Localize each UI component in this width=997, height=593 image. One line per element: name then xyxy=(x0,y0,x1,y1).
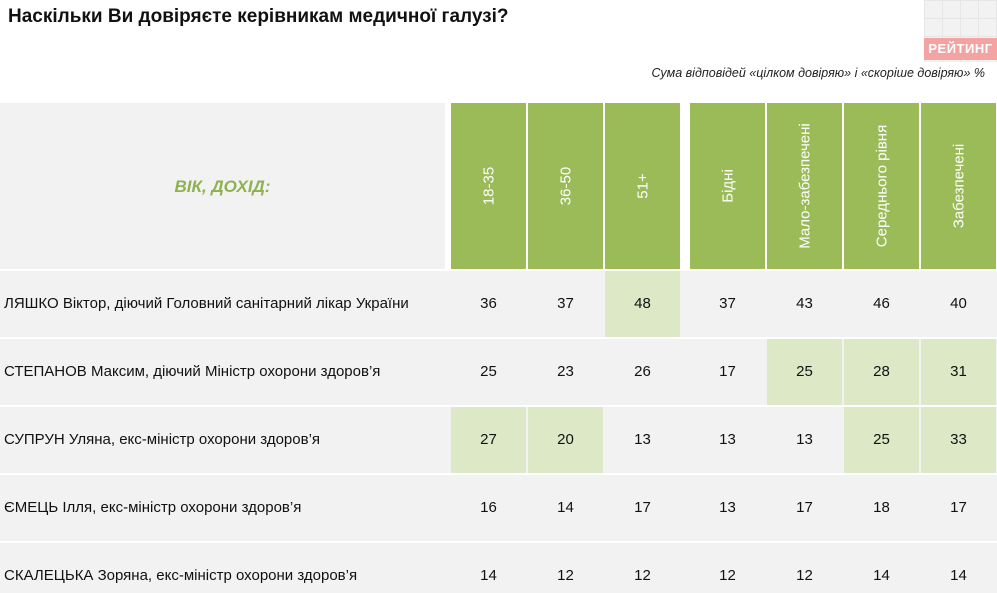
table-cell: 17 xyxy=(767,475,842,541)
table-cell: 48 xyxy=(605,271,680,337)
row-label: СТЕПАНОВ Максим, діючий Міністр охорони … xyxy=(4,363,381,380)
column-header-6: Забезпечені xyxy=(921,103,996,269)
table-cell: 27 xyxy=(451,407,526,473)
row-label: ЄМЕЦЬ Ілля, екс-міністр охорони здоров’я xyxy=(4,499,302,516)
table-cell: 37 xyxy=(528,271,603,337)
column-header-label: 36-50 xyxy=(557,166,574,206)
chart-subtitle: Сума відповідей «цілком довіряю» і «скор… xyxy=(651,66,985,80)
table-cell: 18 xyxy=(844,475,919,541)
column-header-label: Мало-забезпечені xyxy=(796,123,813,249)
column-header-5: Середнього рівня xyxy=(844,103,919,269)
table-cell: 16 xyxy=(451,475,526,541)
row-label: ЛЯШКО Віктор, діючий Головний санітарний… xyxy=(4,295,409,312)
table-cell: 37 xyxy=(690,271,765,337)
table-row: ЛЯШКО Віктор, діючий Головний санітарний… xyxy=(0,271,997,337)
table-cell: 14 xyxy=(451,543,526,593)
table-row: СКАЛЕЦЬКА Зоряна, екс-міністр охорони зд… xyxy=(0,543,997,593)
table-row: СУПРУН Уляна, екс-міністр охорони здоров… xyxy=(0,407,997,473)
table-cell: 14 xyxy=(844,543,919,593)
rating-logo: РЕЙТИНГ xyxy=(924,0,997,62)
column-header-3: Бідні xyxy=(690,103,765,269)
column-header-0: 18-35 xyxy=(451,103,526,269)
table-cell: 33 xyxy=(921,407,996,473)
table-cell: 43 xyxy=(767,271,842,337)
table-cell: 25 xyxy=(844,407,919,473)
column-header-2: 51+ xyxy=(605,103,680,269)
table-cell: 31 xyxy=(921,339,996,405)
table-cell: 25 xyxy=(767,339,842,405)
table-row: СТЕПАНОВ Максим, діючий Міністр охорони … xyxy=(0,339,997,405)
table-cell: 46 xyxy=(844,271,919,337)
table-cell: 17 xyxy=(921,475,996,541)
table-cell: 36 xyxy=(451,271,526,337)
table-cell: 12 xyxy=(690,543,765,593)
label-header-text: ВІК, ДОХІД: xyxy=(174,177,271,196)
table-cell: 23 xyxy=(528,339,603,405)
column-header-label: 18-35 xyxy=(480,166,497,206)
table-cell: 40 xyxy=(921,271,996,337)
table-cell: 13 xyxy=(690,407,765,473)
column-header-4: Мало-забезпечені xyxy=(767,103,842,269)
table-cell: 13 xyxy=(605,407,680,473)
column-header-label: Забезпечені xyxy=(950,143,967,229)
table-cell: 17 xyxy=(690,339,765,405)
table-cell: 28 xyxy=(844,339,919,405)
table-cell: 14 xyxy=(921,543,996,593)
column-header-label: Бідні xyxy=(719,169,736,203)
table-cell: 13 xyxy=(767,407,842,473)
column-header-label: 51+ xyxy=(634,173,651,199)
table-cell: 25 xyxy=(451,339,526,405)
column-header-1: 36-50 xyxy=(528,103,603,269)
row-label: СУПРУН Уляна, екс-міністр охорони здоров… xyxy=(4,431,321,448)
column-header-label: Середнього рівня xyxy=(873,124,890,248)
page-title: Наскільки Ви довіряєте керівникам медичн… xyxy=(8,6,509,27)
table-cell: 12 xyxy=(605,543,680,593)
table-cell: 14 xyxy=(528,475,603,541)
table-cell: 17 xyxy=(605,475,680,541)
table-cell: 12 xyxy=(767,543,842,593)
row-label: СКАЛЕЦЬКА Зоряна, екс-міністр охорони зд… xyxy=(4,567,358,584)
row-label-header: ВІК, ДОХІД: xyxy=(0,103,445,269)
table-cell: 12 xyxy=(528,543,603,593)
table-cell: 13 xyxy=(690,475,765,541)
table-cell: 20 xyxy=(528,407,603,473)
table-row: ЄМЕЦЬ Ілля, екс-міністр охорони здоров’я… xyxy=(0,475,997,541)
logo-text: РЕЙТИНГ xyxy=(924,38,997,60)
table-cell: 26 xyxy=(605,339,680,405)
